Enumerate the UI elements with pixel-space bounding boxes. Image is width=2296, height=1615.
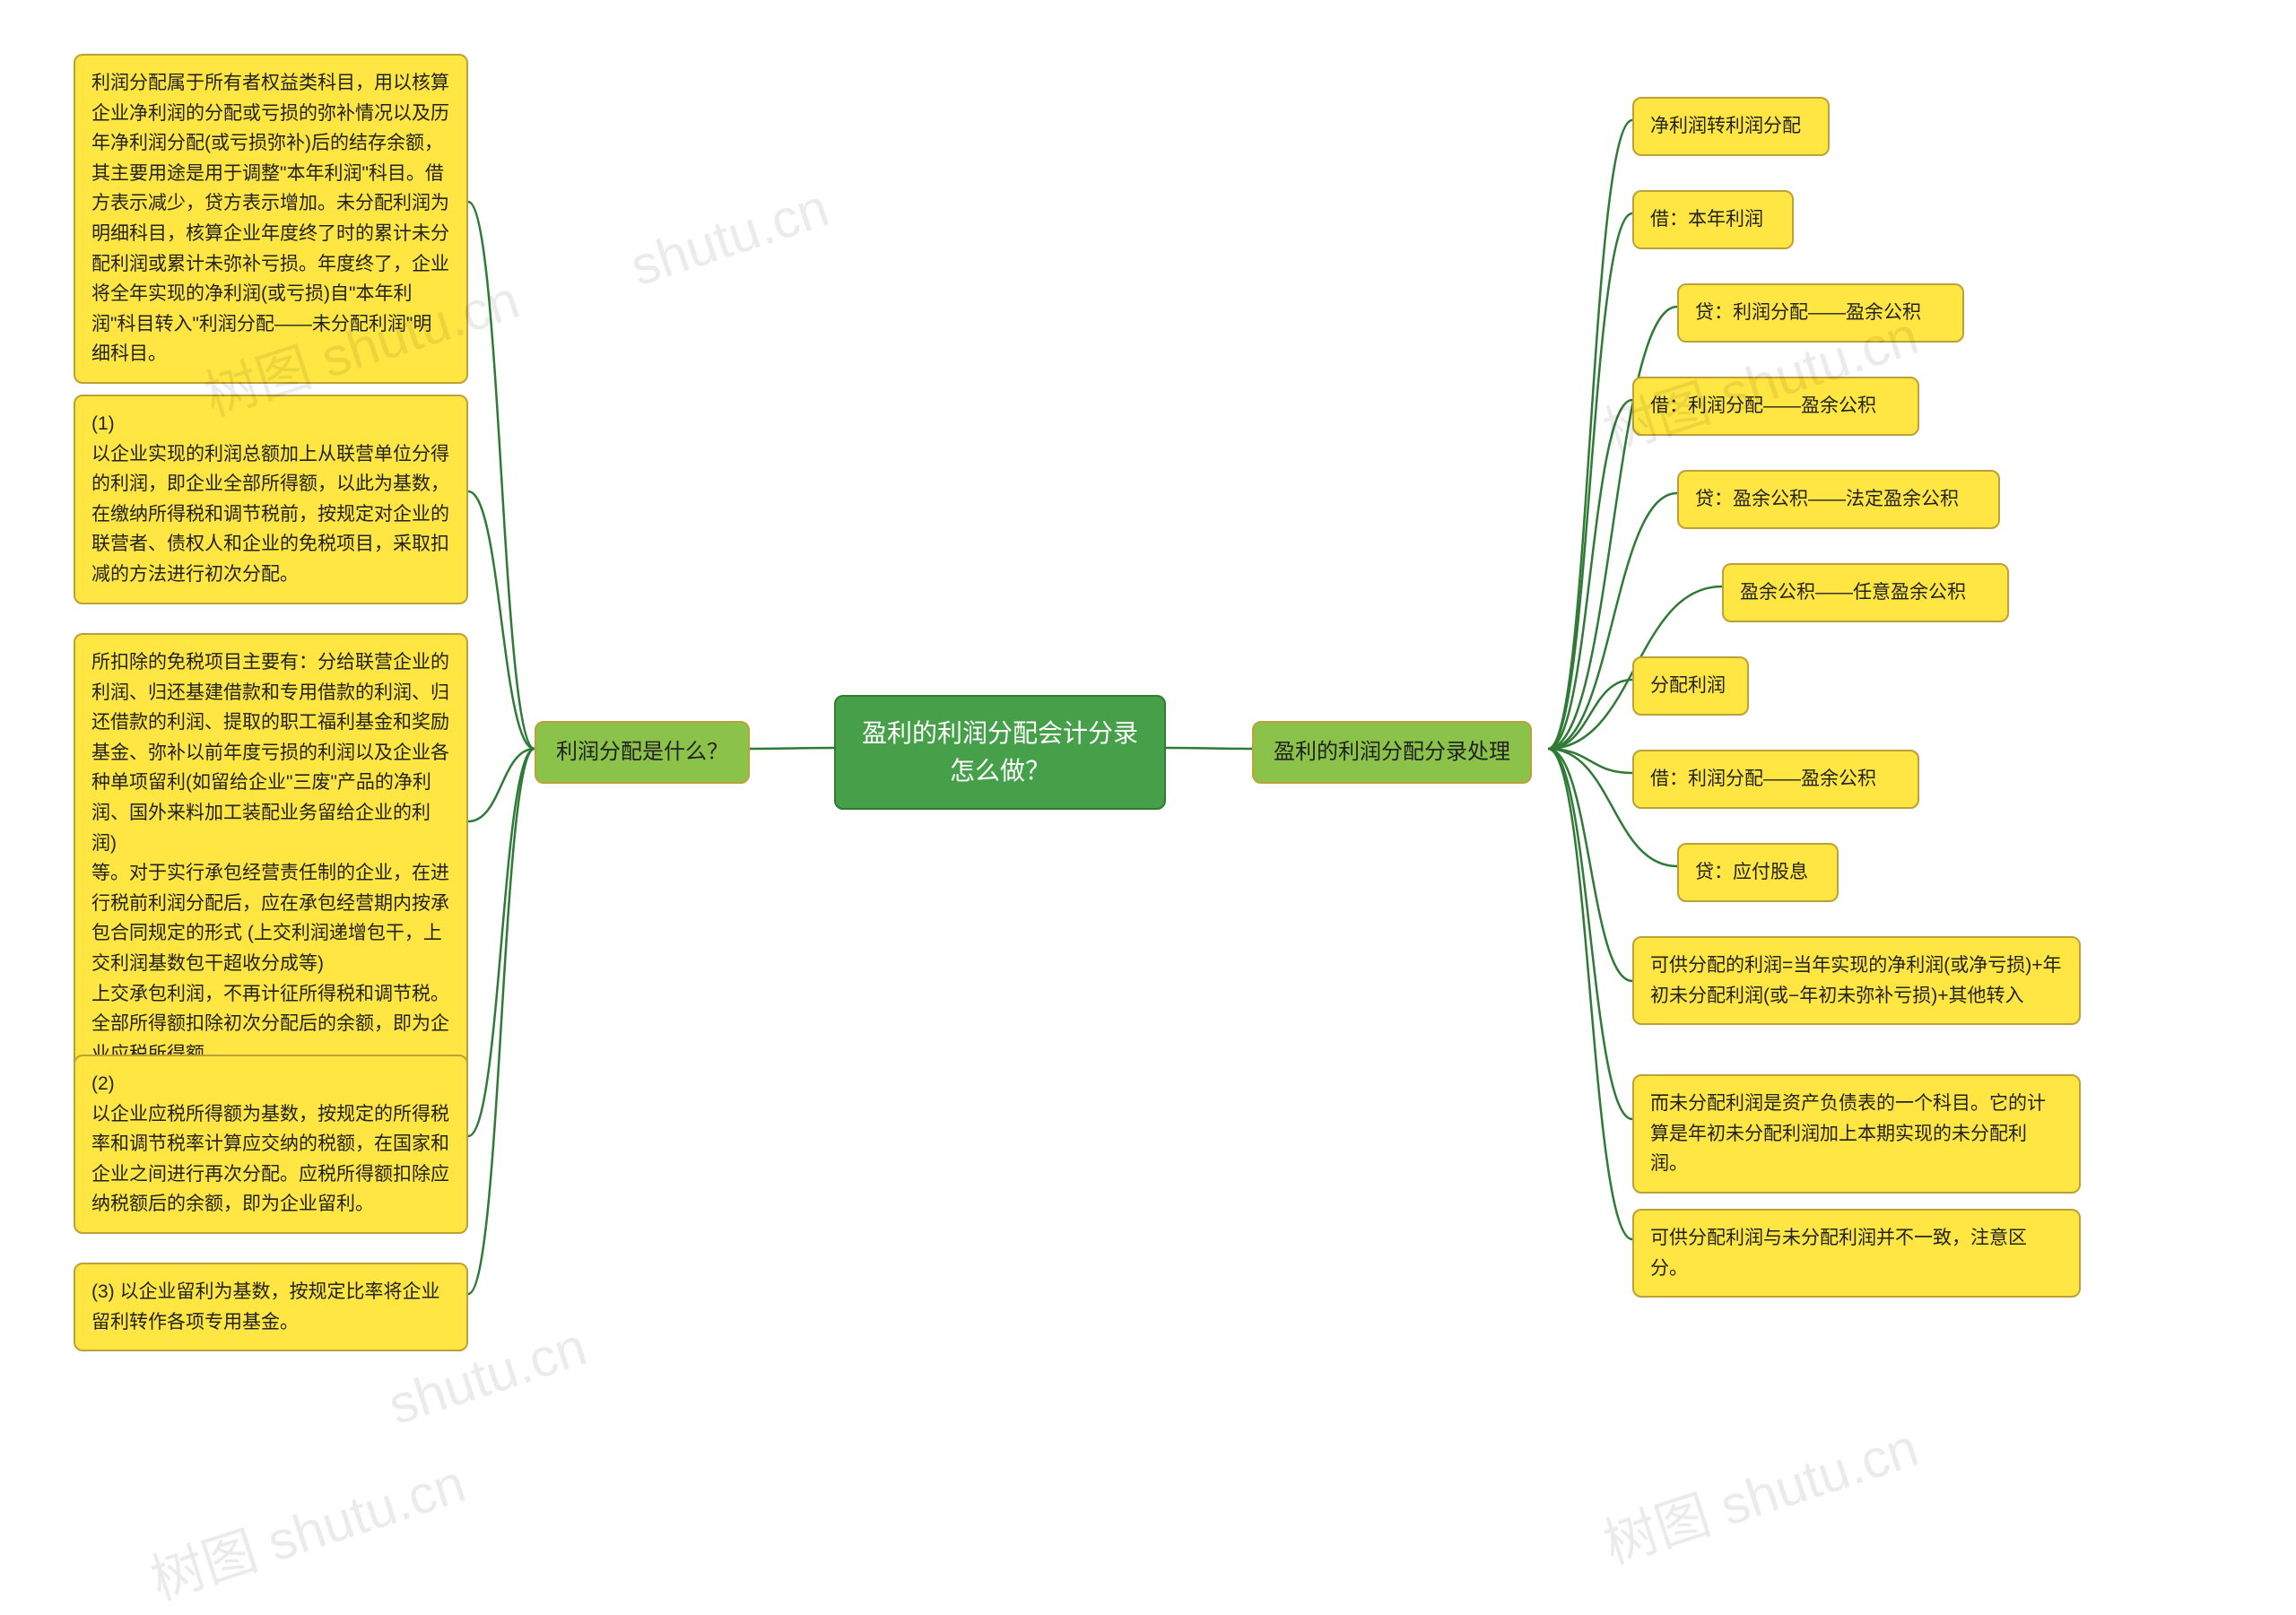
watermark-4: 树图 shutu.cn bbox=[139, 1440, 474, 1615]
right-leaf-6: 分配利润 bbox=[1632, 656, 1749, 716]
right-leaf-9: 可供分配的利润=当年实现的净利润(或净亏损)+年初未分配利润(或−年初未弥补亏损… bbox=[1632, 936, 2081, 1025]
right-leaf-4: 贷：盈余公积——法定盈余公积 bbox=[1677, 470, 2000, 529]
right-leaf-11: 可供分配利润与未分配利润并不一致，注意区分。 bbox=[1632, 1209, 2081, 1298]
right-leaf-1: 借：本年利润 bbox=[1632, 190, 1794, 249]
center-topic: 盈利的利润分配会计分录怎么做？ bbox=[834, 695, 1166, 810]
watermark-1: shutu.cn bbox=[623, 177, 836, 299]
watermark-5: 树图 shutu.cn bbox=[1592, 1404, 1926, 1579]
left-leaf-3: (2) 以企业应税所得额为基数，按规定的所得税率和调节税率计算应交纳的税额，在国… bbox=[74, 1055, 468, 1234]
right-leaf-7: 借：利润分配——盈余公积 bbox=[1632, 750, 1919, 809]
right-leaf-8: 贷：应付股息 bbox=[1677, 843, 1839, 902]
right-leaf-3: 借：利润分配——盈余公积 bbox=[1632, 377, 1919, 436]
branch-left-branch: 利润分配是什么？ bbox=[535, 721, 750, 784]
right-leaf-0: 净利润转利润分配 bbox=[1632, 97, 1830, 156]
left-leaf-1: (1) 以企业实现的利润总额加上从联营单位分得的利润，即企业全部所得额，以此为基… bbox=[74, 395, 468, 604]
right-leaf-10: 而未分配利润是资产负债表的一个科目。它的计算是年初未分配利润加上本期实现的未分配… bbox=[1632, 1074, 2081, 1194]
right-leaf-2: 贷：利润分配——盈余公积 bbox=[1677, 283, 1964, 343]
branch-right-branch: 盈利的利润分配分录处理 bbox=[1252, 721, 1532, 784]
right-leaf-5: 盈余公积——任意盈余公积 bbox=[1722, 563, 2009, 622]
left-leaf-2: 所扣除的免税项目主要有：分给联营企业的利润、归还基建借款和专用借款的利润、归还借… bbox=[74, 633, 468, 1083]
left-leaf-4: (3) 以企业留利为基数，按规定比率将企业留利转作各项专用基金。 bbox=[74, 1263, 468, 1351]
left-leaf-0: 利润分配属于所有者权益类科目，用以核算企业净利润的分配或亏损的弥补情况以及历年净… bbox=[74, 54, 468, 384]
